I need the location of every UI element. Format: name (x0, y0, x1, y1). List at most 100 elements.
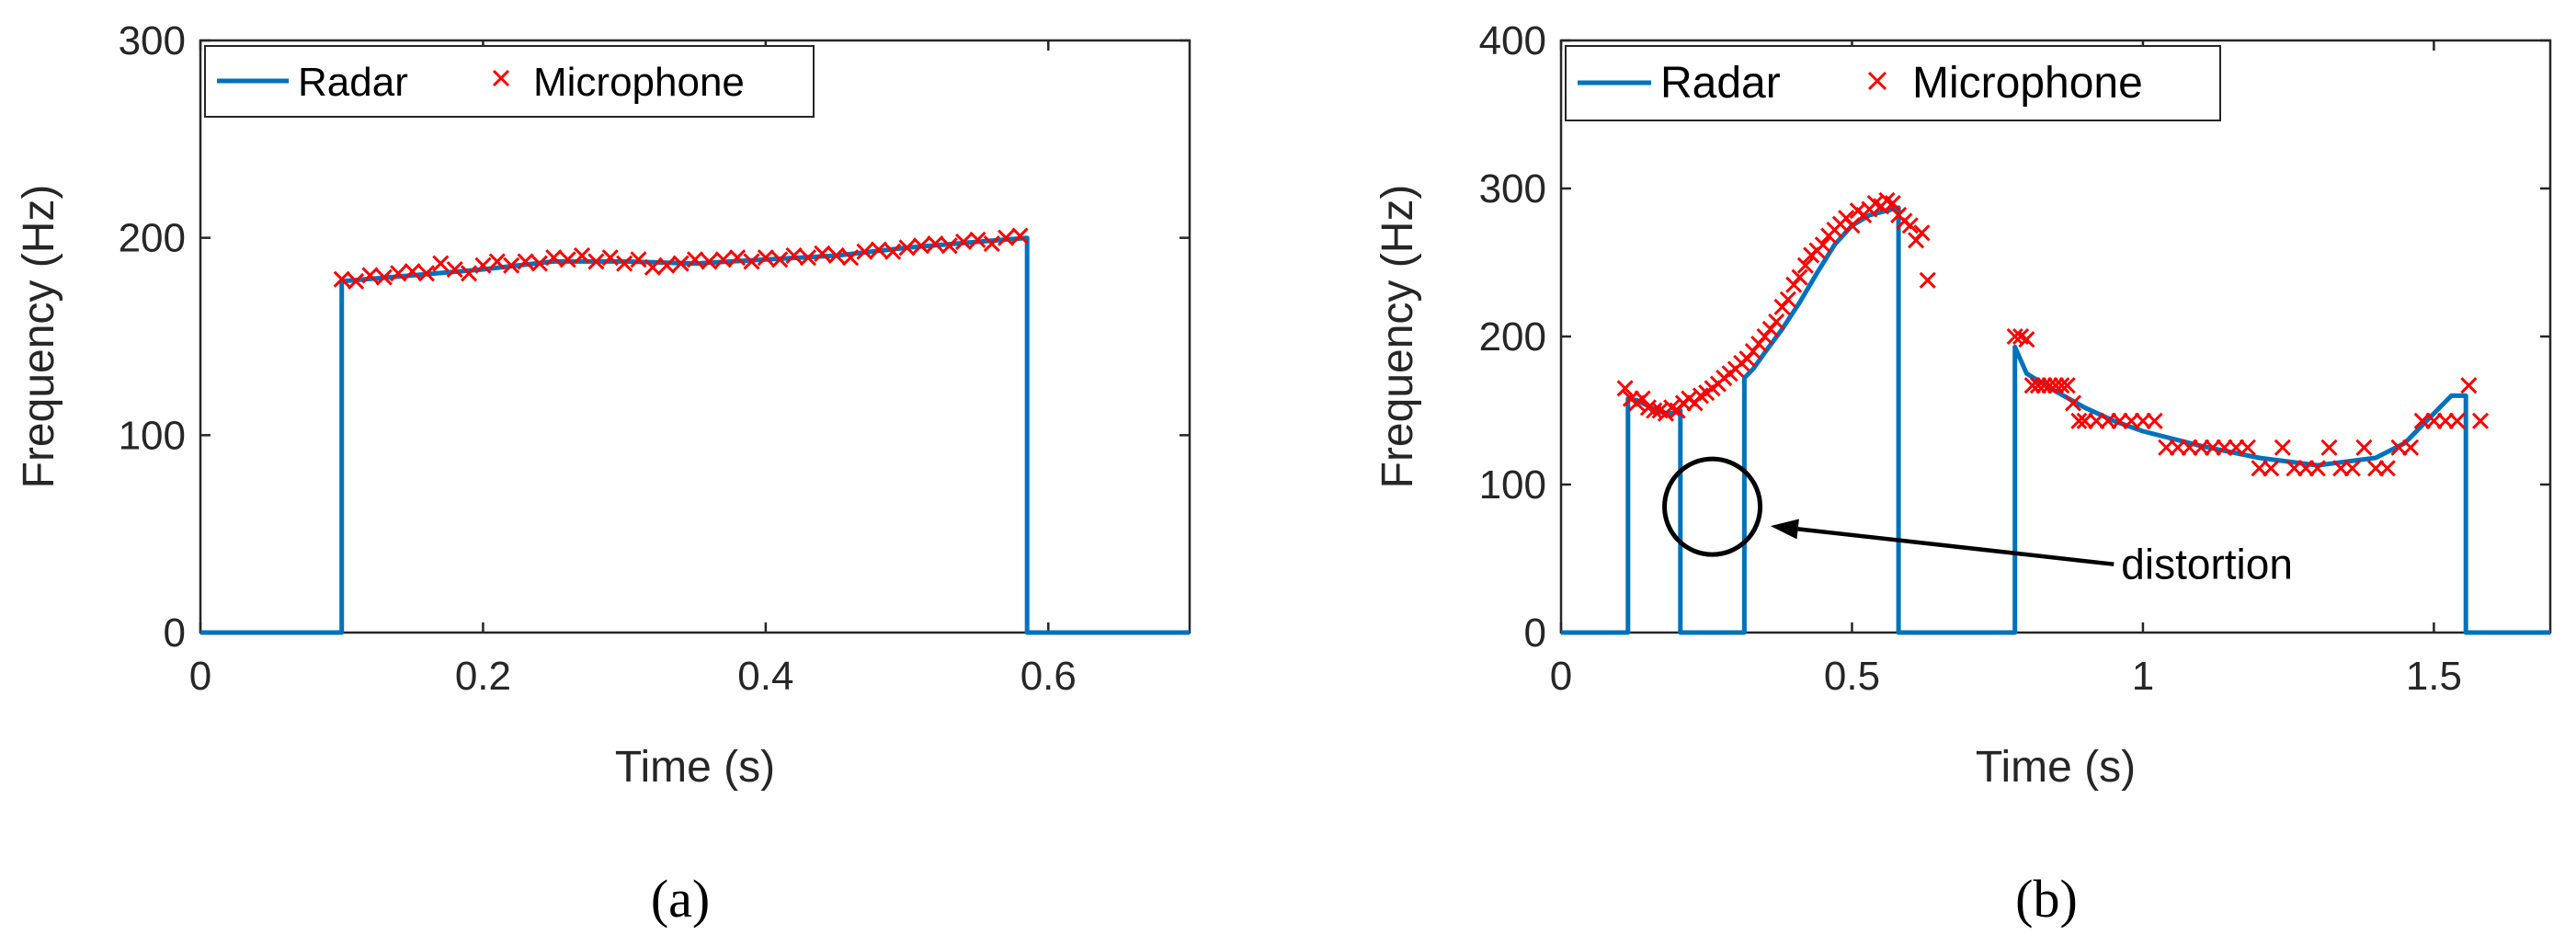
x-tick-label: 0.4 (737, 654, 793, 699)
x-tick-label: 0.2 (455, 654, 511, 699)
microphone-point (404, 263, 421, 280)
microphone-point (1901, 217, 1919, 234)
microphone-point (348, 272, 365, 290)
chart-panel-b: 0 0.5 1 1.5 0 100 200 300 400 distortion Radar M… (1373, 18, 2552, 929)
microphone-point (517, 253, 534, 270)
microphone-point (757, 249, 774, 267)
microphone-point (827, 246, 845, 265)
axis-ticks-a: 0 0.2 0.4 0.6 0 100 200 300 (119, 18, 1190, 699)
microphone-point (417, 265, 436, 282)
microphone-point (969, 231, 986, 248)
legend-box-a (204, 45, 815, 118)
y-tick-label: 300 (1479, 166, 1546, 211)
x-tick-label: 0 (189, 654, 211, 699)
microphone-point (1616, 380, 1634, 397)
legend-box-b (1565, 45, 2221, 121)
microphone-point (954, 233, 973, 251)
data-marks-a (200, 227, 1190, 635)
microphone-point (799, 249, 817, 267)
microphone-point (587, 253, 605, 270)
y-tick-label: 100 (1479, 462, 1546, 508)
microphone-point (601, 249, 619, 267)
legend-a: Radar Microphone (204, 45, 815, 118)
microphone-point (1011, 227, 1029, 245)
microphone-point (1913, 224, 1931, 242)
data-marks-b (1561, 191, 2550, 635)
microphone-point (743, 253, 760, 270)
caption-a: (a) (651, 869, 710, 929)
microphone-point (1791, 268, 1808, 286)
microphone-point (333, 270, 350, 288)
y-tick-label: 300 (119, 18, 186, 63)
legend-b: Radar Microphone (1565, 45, 2221, 121)
microphone-point (912, 237, 930, 255)
microphone-point (814, 245, 831, 262)
microphone-point (545, 249, 563, 267)
microphone-point (2402, 439, 2420, 456)
plot-area-b (1559, 39, 2552, 634)
legend-x-glyph (492, 69, 510, 87)
microphone-point (701, 253, 718, 270)
microphone-point (474, 257, 492, 274)
microphone-point (2274, 439, 2291, 456)
microphone-point (530, 255, 548, 272)
distortion-arrowhead (1770, 519, 1799, 540)
microphone-point (856, 243, 873, 260)
x-tick-label: 0 (1550, 654, 1572, 699)
y-tick-label: 200 (119, 216, 186, 261)
microphone-point (2263, 460, 2280, 477)
microphone-point (870, 241, 887, 258)
microphone-point (2146, 412, 2163, 429)
legend-microphone-marker-a (492, 69, 510, 87)
microphone-point (1779, 291, 1796, 308)
distortion-label: distortion (2121, 541, 2293, 588)
microphone-point (714, 251, 732, 268)
axis-ticks-b: 0 0.5 1 1.5 0 100 200 300 400 (1479, 18, 2550, 699)
x-tick-label: 0.6 (1020, 654, 1077, 699)
microphone-point (884, 243, 902, 260)
microphone-point (842, 249, 860, 267)
legend-radar-label-b: Radar (1660, 59, 1781, 108)
legend-radar-label-a: Radar (298, 60, 408, 105)
legend-microphone-label-b: Microphone (1912, 59, 2143, 108)
y-tick-label: 100 (119, 413, 186, 458)
microphone-point (2018, 331, 2035, 348)
microphone-point (927, 235, 944, 253)
microphone-point (2058, 377, 2076, 394)
microphone-point (2343, 460, 2361, 477)
microphone-point (771, 251, 789, 268)
distortion-annotation: distortion (1662, 456, 2293, 588)
microphone-point (503, 257, 520, 274)
x-tick-label: 1.5 (2406, 654, 2462, 699)
microphone-point (2308, 460, 2326, 477)
chart-panel-a: 0 0.2 0.4 0.6 0 100 200 300 Radar Microphone Ti… (15, 18, 1191, 929)
microphone-point (2448, 412, 2466, 429)
microphone-point (2053, 377, 2070, 394)
microphone-point (898, 239, 916, 257)
distortion-arrow (1797, 527, 2114, 566)
microphone-point (983, 235, 1000, 253)
plot-area-a (199, 39, 1191, 634)
microphone-point (785, 246, 803, 265)
microphone-point (446, 260, 463, 279)
x-tick-label: 1 (2132, 654, 2154, 699)
microphone-point (2355, 439, 2373, 456)
microphone-point (2471, 412, 2490, 429)
y-tick-label: 0 (164, 610, 186, 656)
microphone-point (2070, 412, 2088, 429)
distortion-circle (1662, 456, 1763, 557)
x-axis-label-a: Time (s) (615, 743, 775, 792)
y-tick-label: 400 (1479, 18, 1546, 63)
microphone-point (672, 255, 690, 272)
legend-microphone-marker-b (1867, 71, 1887, 91)
microphone-point (375, 268, 393, 286)
x-axis-label-b: Time (s) (1976, 743, 2136, 792)
y-axis-label-b: Frequency (Hz) (1373, 185, 1422, 489)
microphone-point (573, 246, 591, 265)
y-axis-label-a: Frequency (Hz) (15, 185, 63, 489)
microphone-point (616, 255, 633, 272)
microphone-point (432, 255, 450, 272)
microphone-point (644, 258, 661, 276)
microphone-point (686, 251, 704, 268)
